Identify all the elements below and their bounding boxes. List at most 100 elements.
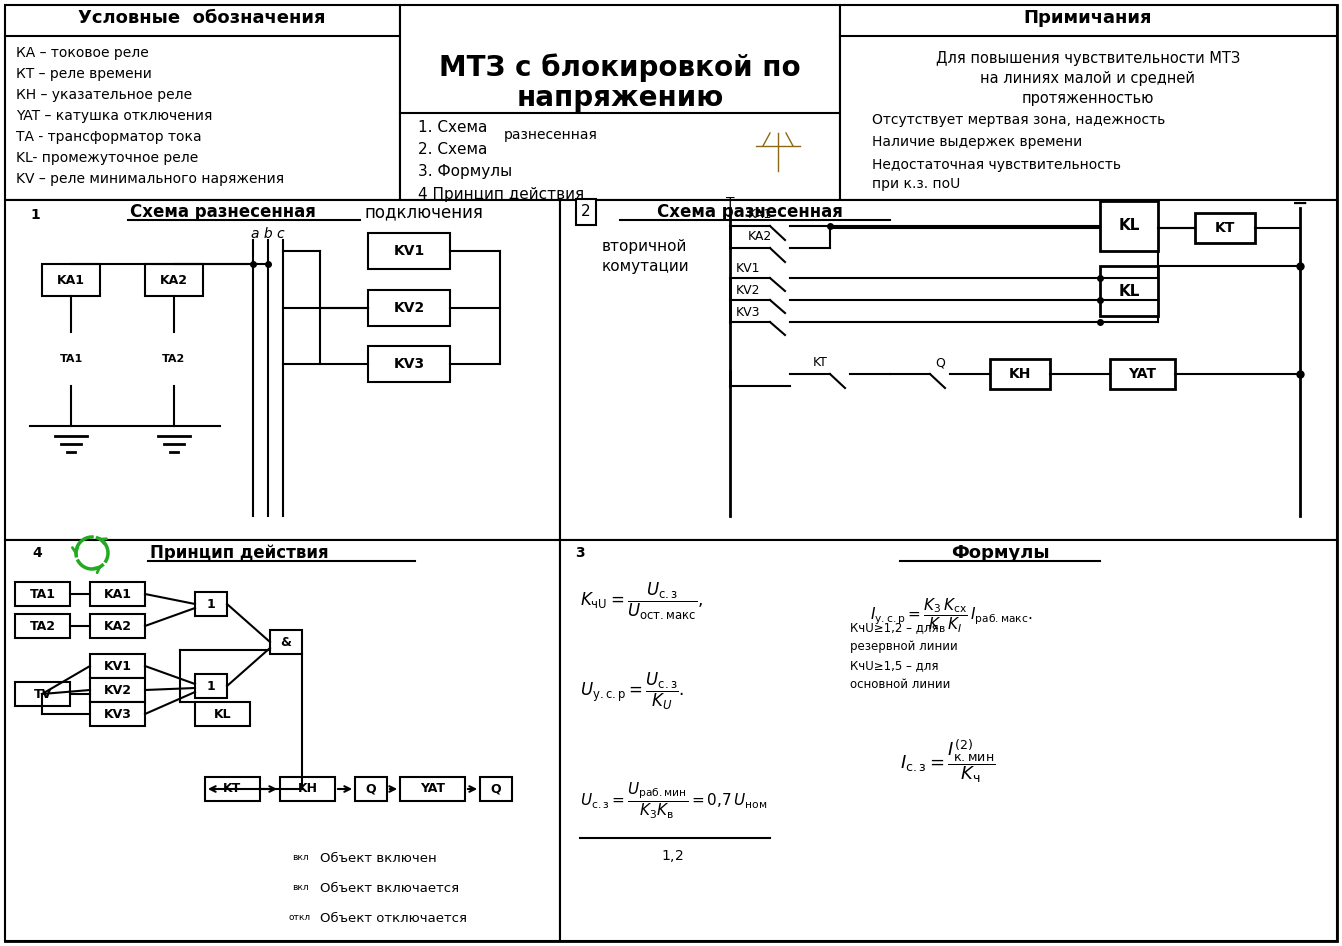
Bar [195, 702, 250, 726]
Bar [990, 359, 1049, 389]
Circle shape [156, 332, 192, 368]
Circle shape [789, 370, 797, 378]
Text: Наличие выдержек времени: Наличие выдержек времени [872, 135, 1082, 149]
Bar [15, 682, 70, 706]
Circle shape [845, 132, 866, 152]
Text: TA1: TA1 [59, 354, 83, 364]
Bar [5, 200, 560, 540]
Circle shape [52, 332, 89, 368]
Text: Q: Q [365, 782, 376, 796]
Circle shape [52, 350, 89, 386]
Text: 2. Схема: 2. Схема [417, 143, 487, 157]
Text: KA2: KA2 [160, 273, 188, 287]
Text: KV2: KV2 [393, 301, 424, 315]
Bar [5, 5, 400, 200]
Text: KV1: KV1 [103, 659, 132, 673]
Text: 1: 1 [207, 598, 215, 610]
Text: Схема разнесенная: Схема разнесенная [130, 203, 315, 221]
Text: KL: KL [213, 708, 231, 721]
Polygon shape [289, 875, 311, 901]
Text: T: T [726, 196, 734, 210]
Text: вкл: вкл [291, 853, 309, 863]
Text: KT: KT [223, 782, 242, 796]
Text: Формулы: Формулы [950, 544, 1049, 562]
Bar [90, 582, 145, 606]
Bar [356, 777, 386, 801]
Text: Схема разнесенная: Схема разнесенная [658, 203, 843, 221]
Bar [368, 346, 450, 382]
Text: Для повышения чувствительности МТЗ: Для повышения чувствительности МТЗ [935, 51, 1240, 66]
Text: YAT: YAT [420, 782, 446, 796]
Text: KV2: KV2 [735, 284, 761, 296]
Text: Отсутствует мертвая зона, надежность: Отсутствует мертвая зона, надежность [872, 113, 1165, 127]
Text: КН – указательное реле: КН – указательное реле [16, 88, 192, 102]
Text: $U_{\rm у.с.р} = \dfrac{U_{\rm с.з}}{K_U}.$: $U_{\rm у.с.р} = \dfrac{U_{\rm с.з}}{K_U… [580, 671, 684, 711]
Bar [15, 614, 70, 638]
Text: YAT: YAT [1129, 367, 1155, 381]
Text: протяженностью: протяженностью [1021, 92, 1154, 107]
Text: TA1: TA1 [30, 587, 55, 601]
Text: KH: KH [1009, 367, 1031, 381]
Text: комутации: комутации [603, 258, 690, 273]
Text: YAT – катушка отключения: YAT – катушка отключения [16, 109, 212, 123]
Bar [5, 540, 560, 941]
Text: KV – реле минимального наряжения: KV – реле минимального наряжения [16, 172, 285, 186]
Bar [15, 582, 70, 606]
Text: Примичания: Примичания [1024, 9, 1153, 27]
Text: Q: Q [491, 782, 502, 796]
Bar [90, 614, 145, 638]
Polygon shape [289, 845, 311, 871]
Text: МТЗ с блокировкой по: МТЗ с блокировкой по [439, 54, 801, 82]
Text: KL- промежуточное реле: KL- промежуточное реле [16, 151, 199, 165]
Text: Q: Q [935, 357, 945, 370]
Text: откл: откл [289, 914, 311, 922]
Circle shape [845, 110, 866, 130]
Text: TA2: TA2 [162, 354, 185, 364]
Text: $I_{\rm с.з} = \dfrac{I^{(2)}_{\rm к.мин}}{K_{\rm ч}}$: $I_{\rm с.з} = \dfrac{I^{(2)}_{\rm к.мин… [900, 737, 996, 785]
Text: TA2: TA2 [30, 620, 55, 633]
Text: KV3: KV3 [735, 306, 761, 319]
Text: $I_{\rm у.с.р} = \dfrac{K_3\,K_{\rm сх}}{K_{\rm в}\,K_I}\,I_{\rm раб.макс}.$: $I_{\rm у.с.р} = \dfrac{K_3\,K_{\rm сх}}… [870, 597, 1033, 635]
Bar [480, 777, 513, 801]
Text: Объект включен: Объект включен [319, 851, 436, 865]
Bar [560, 540, 1337, 941]
Text: на линиях малой и средней: на линиях малой и средней [981, 72, 1196, 86]
Text: TV: TV [34, 688, 51, 700]
Bar [1100, 266, 1158, 316]
Text: KV1: KV1 [393, 244, 424, 258]
Text: Принцип действия: Принцип действия [150, 544, 329, 562]
Text: 4 Принцип действия: 4 Принцип действия [417, 186, 584, 201]
Bar [560, 200, 1337, 540]
Bar [205, 777, 260, 801]
Text: КА – токовое реле: КА – токовое реле [16, 46, 149, 60]
Text: 2: 2 [581, 204, 590, 219]
Polygon shape [289, 905, 311, 931]
Text: KA2: KA2 [747, 231, 772, 243]
Text: KA2: KA2 [103, 620, 132, 633]
Text: KA1: KA1 [747, 208, 772, 221]
Text: −: − [1292, 194, 1308, 213]
Polygon shape [15, 208, 55, 228]
Text: 1: 1 [207, 679, 215, 692]
Text: $1{,}2$: $1{,}2$ [660, 848, 683, 864]
Text: Условные  обозначения: Условные обозначения [78, 9, 326, 27]
Bar [270, 630, 302, 654]
Bar [1194, 213, 1255, 243]
Text: КТ – реле времени: КТ – реле времени [16, 67, 152, 81]
Text: подключения: подключения [365, 203, 484, 221]
Bar [280, 777, 336, 801]
Bar [90, 678, 145, 702]
Text: ✗: ✗ [851, 137, 860, 147]
FancyBboxPatch shape [754, 131, 803, 173]
Text: &: & [280, 636, 291, 649]
Text: КчU≥1,2 – для
резервной линии
КчU≥1,5 – для
основной линии: КчU≥1,2 – для резервной линии КчU≥1,5 – … [849, 621, 958, 691]
Text: при к.з. поU: при к.з. поU [872, 177, 961, 191]
Text: KV3: KV3 [393, 357, 424, 371]
Circle shape [156, 350, 192, 386]
Text: Недостаточная чувствительность: Недостаточная чувствительность [872, 158, 1121, 172]
Text: $U_{\rm с.з} = \dfrac{U_{\rm раб.мин}}{K_3 K_{\rm в}} = 0{,}7\,U_{\rm ном}$: $U_{\rm с.з} = \dfrac{U_{\rm раб.мин}}{K… [580, 780, 768, 821]
Bar [400, 777, 464, 801]
Bar [90, 654, 145, 678]
Text: KA1: KA1 [56, 273, 85, 287]
Circle shape [845, 155, 866, 175]
